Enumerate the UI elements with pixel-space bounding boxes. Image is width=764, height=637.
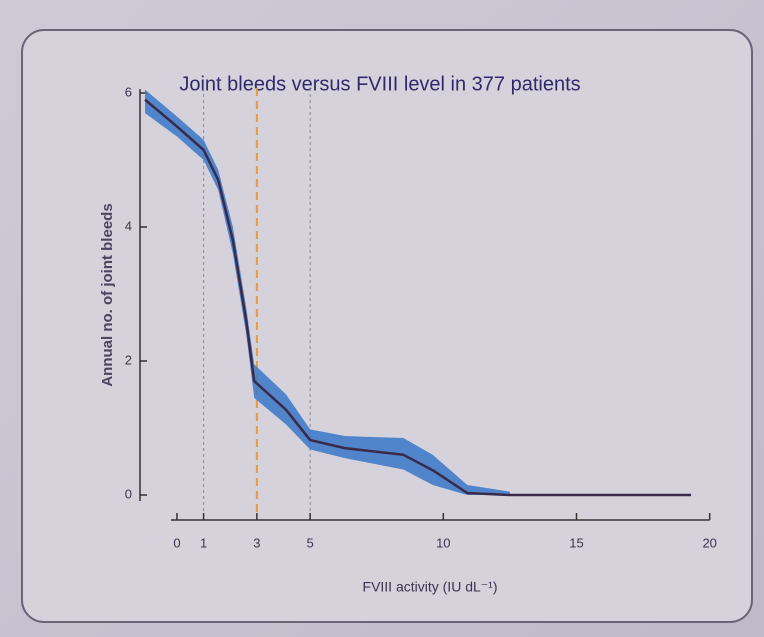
y-tick-label: 2 <box>125 352 132 367</box>
y-axis-label: Annual no. of joint bleeds <box>99 203 116 386</box>
x-tick-label: 3 <box>253 535 260 550</box>
x-tick-label: 1 <box>200 535 207 550</box>
data-line <box>144 98 692 497</box>
x-tick-label: 15 <box>569 535 583 550</box>
y-tick-label: 6 <box>125 84 132 99</box>
x-tick-label: 0 <box>173 535 180 550</box>
x-tick-label: 10 <box>436 535 450 550</box>
y-tick-label: 4 <box>125 218 132 233</box>
slide-frame <box>21 29 753 623</box>
x-tick-label: 20 <box>702 535 716 550</box>
y-tick-label: 0 <box>125 486 132 501</box>
x-axis-label: FVIII activity (IU dL⁻¹) <box>363 579 498 595</box>
chart-title: Joint bleeds versus FVIII level in 377 p… <box>179 73 580 95</box>
x-tick-label: 5 <box>307 535 314 550</box>
